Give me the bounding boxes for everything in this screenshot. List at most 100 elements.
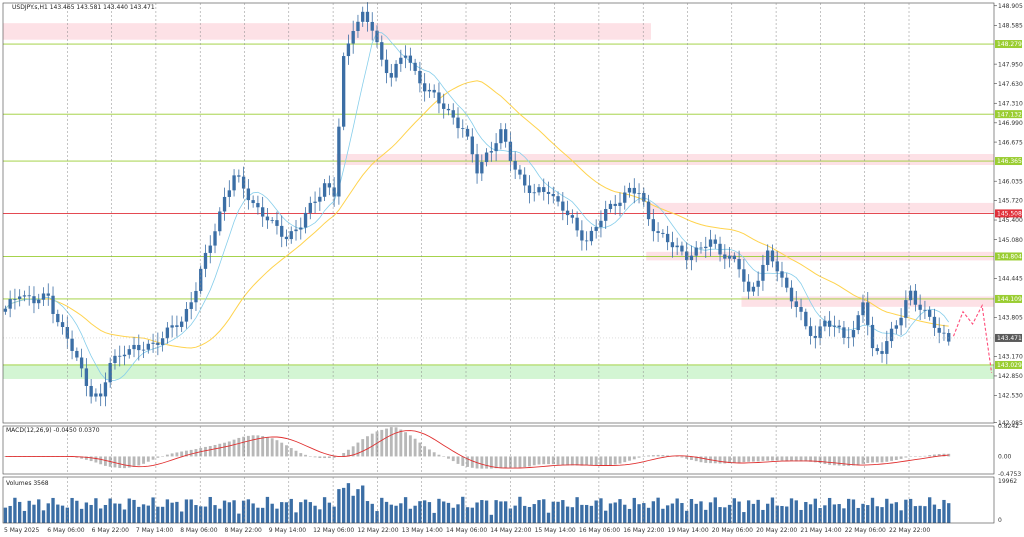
macd-histogram-bar	[504, 456, 508, 468]
macd-histogram-bar	[127, 456, 131, 468]
candle-body	[132, 344, 136, 350]
volume-bar	[794, 500, 798, 523]
volume-bar	[18, 501, 22, 523]
volume-bar	[527, 506, 532, 523]
candle-body	[299, 227, 303, 230]
volume-bar	[422, 500, 427, 523]
macd-histogram-bar	[513, 456, 517, 468]
candle-body	[422, 83, 427, 92]
price-tick-label: 142.850	[998, 373, 1023, 380]
macd-histogram-bar	[470, 456, 474, 468]
price-tick-label: 147.310	[998, 100, 1023, 107]
volume-bar	[141, 504, 146, 523]
volume-bar	[470, 507, 474, 523]
volume-bar	[403, 497, 408, 523]
macd-histogram-bar	[790, 456, 793, 462]
macd-histogram-bar	[308, 456, 312, 457]
macd-histogram-bar	[756, 456, 760, 462]
volume-bar	[661, 508, 665, 523]
macd-histogram-bar	[685, 456, 689, 459]
volume-bar	[132, 499, 136, 523]
candle-body	[775, 261, 779, 272]
volume-bar	[108, 498, 112, 523]
candle-body	[60, 322, 65, 328]
macd-histogram-bar	[742, 456, 746, 463]
macd-histogram-bar	[594, 456, 598, 466]
candle-body	[75, 350, 79, 358]
volume-bar	[637, 504, 641, 523]
candle-body	[84, 368, 89, 386]
time-label: 20 May 06:00	[712, 527, 753, 534]
volume-bar	[256, 507, 260, 523]
candle-body	[208, 245, 212, 253]
candle-body	[3, 308, 8, 312]
volume-bar	[861, 503, 865, 523]
volume-bar	[523, 505, 527, 523]
macd-histogram-bar	[332, 456, 336, 458]
candle-body	[513, 160, 517, 170]
macd-histogram-bar	[361, 439, 365, 457]
macd-histogram-bar	[485, 456, 489, 469]
time-label: 16 May 06:00	[579, 527, 620, 534]
volume-bar	[280, 502, 284, 523]
volume-bar	[275, 508, 279, 523]
candle-body	[923, 309, 927, 311]
candle-body	[437, 92, 441, 104]
volume-bar	[832, 504, 837, 523]
volume-bar	[284, 502, 289, 523]
macd-histogram-bar	[370, 433, 374, 457]
volume-bar	[375, 511, 379, 523]
volume-bar	[327, 502, 332, 523]
candle-body	[713, 239, 717, 244]
candle-body	[904, 300, 908, 318]
volume-bar	[65, 507, 69, 523]
price-tick-label: 142.085	[998, 420, 1023, 427]
candle-body	[789, 287, 794, 302]
time-label: 14 May 06:00	[446, 527, 487, 534]
macd-histogram-bar	[918, 456, 922, 457]
volume-bar	[489, 514, 494, 523]
volume-bar	[589, 505, 594, 523]
candle-body	[165, 327, 170, 339]
candle-body	[523, 174, 527, 186]
macd-histogram-bar	[528, 456, 531, 467]
volume-pane-frame	[2, 476, 995, 524]
macd-histogram-bar	[137, 456, 141, 466]
macd-histogram-bar	[523, 456, 527, 468]
macd-histogram-bar	[318, 456, 322, 458]
candle-body	[913, 290, 918, 305]
candle-body	[837, 325, 841, 328]
volume-bar	[122, 509, 127, 523]
macd-histogram-bar	[270, 438, 274, 457]
time-label: 9 May 14:00	[269, 527, 307, 534]
candle-body	[418, 70, 422, 84]
price-pane[interactable]	[3, 2, 994, 407]
candle-body	[218, 211, 222, 232]
candle-body	[308, 202, 312, 213]
symbol-header: USDJPY.s,H1 143.465 143.581 143.440 143.…	[12, 4, 155, 11]
volume-bar	[718, 507, 722, 523]
candle-body	[203, 252, 208, 269]
volume-tick-label: 19962	[998, 478, 1017, 485]
resistance-zone	[336, 154, 994, 166]
candle-body	[480, 162, 484, 174]
macd-histogram-bar	[89, 456, 93, 462]
macd-histogram-bar	[628, 456, 631, 461]
candle-body	[928, 310, 932, 317]
volume-bar	[289, 498, 293, 523]
volume-bar	[594, 500, 598, 523]
macd-histogram-bar	[904, 456, 908, 458]
macd-histogram-bar	[775, 456, 779, 461]
macd-label: MACD(12,26,9) -0.0450 0.0370	[6, 427, 100, 434]
candle-body	[46, 293, 50, 296]
candle-body	[785, 277, 789, 288]
candle-body	[389, 73, 393, 78]
macd-histogram-bar	[189, 449, 193, 457]
macd-histogram-bar	[656, 454, 660, 457]
candle-body	[608, 203, 613, 210]
macd-histogram-bar	[223, 442, 226, 457]
macd-histogram-bar	[928, 455, 932, 457]
macd-histogram-bar	[647, 455, 651, 457]
macd-histogram-bar	[699, 456, 703, 463]
